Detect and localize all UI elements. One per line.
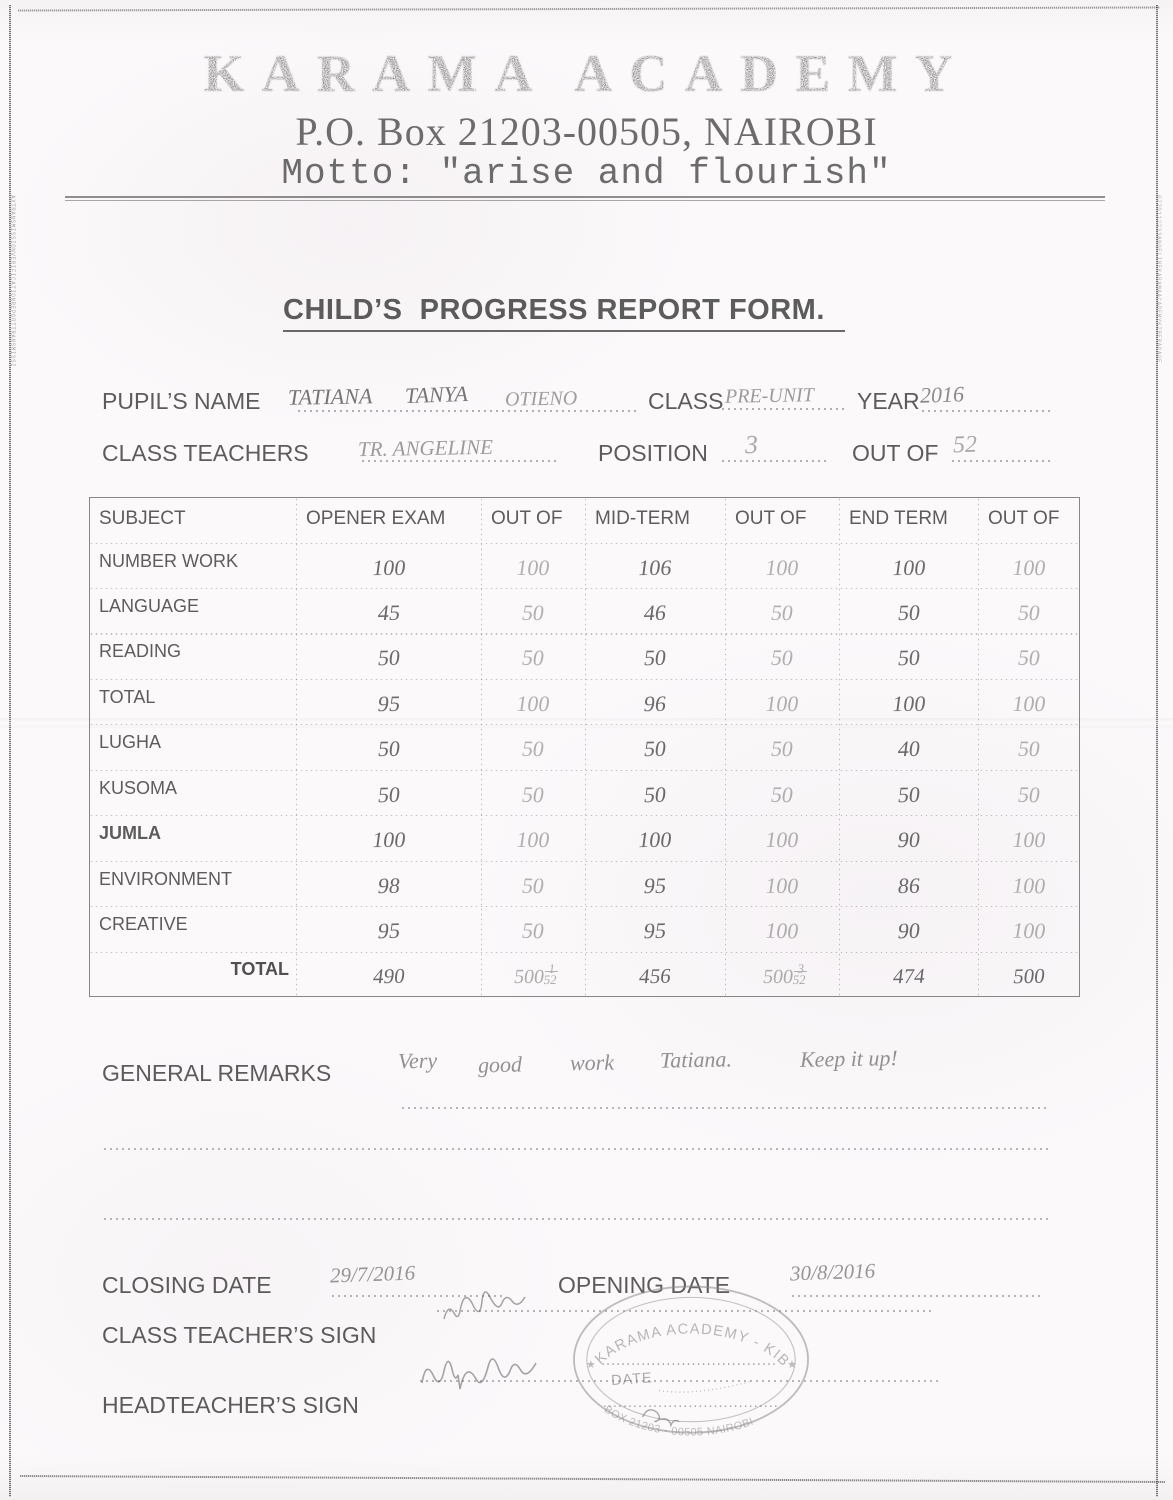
svg-text:★: ★	[787, 1359, 797, 1371]
svg-text:★: ★	[586, 1359, 596, 1371]
svg-text:KARAMA ACADEMY - KIBERA: KARAMA ACADEMY - KIBERA	[562, 1280, 793, 1370]
svg-text:DATE: DATE	[611, 1370, 654, 1389]
